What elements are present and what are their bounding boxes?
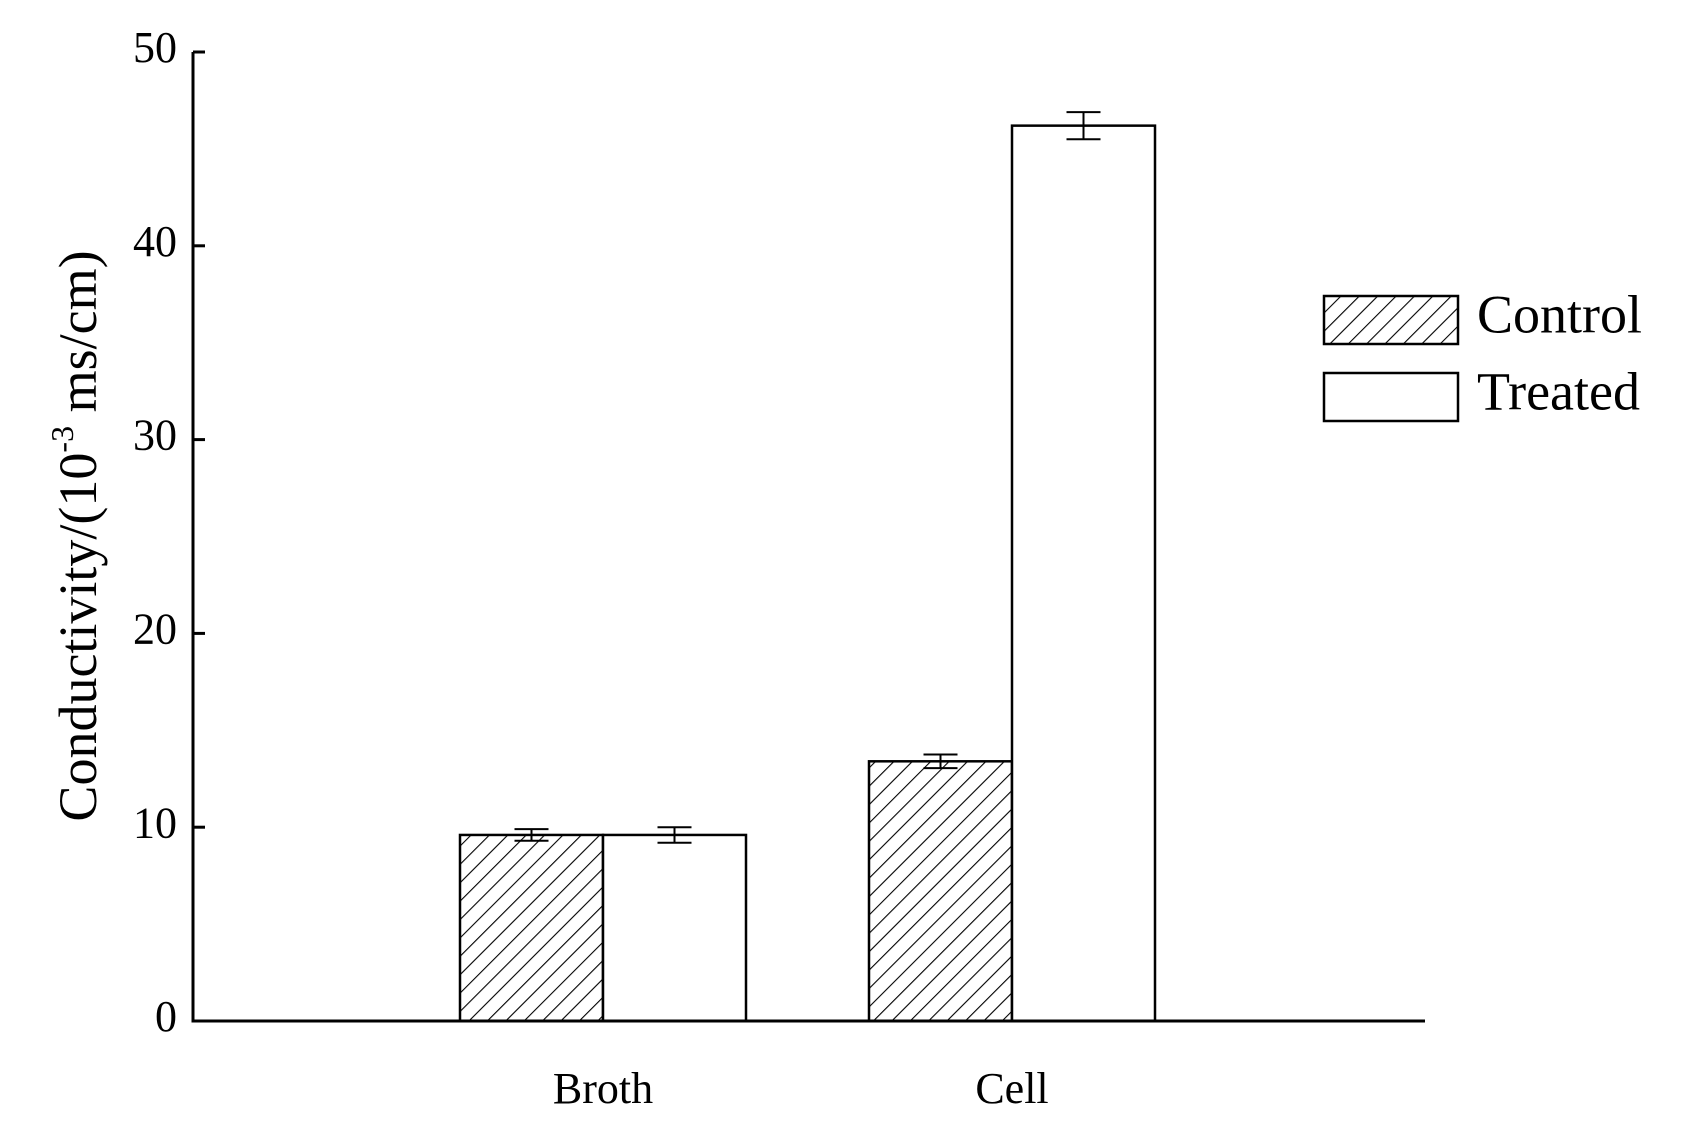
x-category-labels: Broth Cell [553,1064,1049,1113]
y-axis-title-suffix: ms/cm) [48,250,108,425]
y-tick-label-10: 10 [133,798,177,847]
error-bar-treated-cell [1066,111,1101,141]
y-tick-label-0: 0 [155,992,177,1041]
bar-control-cell [867,760,1014,1023]
bar-control-broth [458,833,605,1023]
legend-swatch-control [1322,294,1460,346]
y-axis-title-superscript: -3 [44,426,80,453]
error-bars-group [514,111,1101,844]
y-axis-title: Conductivity/(10-3 ms/cm) [44,250,108,821]
legend-label-treated: Treated [1477,361,1640,421]
legend: Control Treated [1322,284,1642,423]
y-tick-label-50: 50 [133,23,177,72]
y-tick-label-40: 40 [133,217,177,266]
legend-label-control: Control [1477,284,1642,344]
y-axis-title-prefix: Conductivity/(10 [48,453,108,822]
x-category-label-broth: Broth [553,1064,653,1113]
y-tick-label-30: 30 [133,411,177,460]
bars-group [458,124,1157,1023]
error-bar-control-cell [923,753,958,770]
y-ticks-group: 0 10 20 30 40 50 [133,23,205,1041]
bar-treated-cell [1010,124,1157,1023]
legend-swatch-treated [1322,371,1460,423]
axes [191,52,1425,1023]
error-bar-control-broth [514,828,549,842]
bar-treated-broth [601,833,748,1023]
error-bar-treated-broth [657,826,692,844]
x-category-label-cell: Cell [975,1064,1048,1113]
y-tick-label-20: 20 [133,604,177,653]
